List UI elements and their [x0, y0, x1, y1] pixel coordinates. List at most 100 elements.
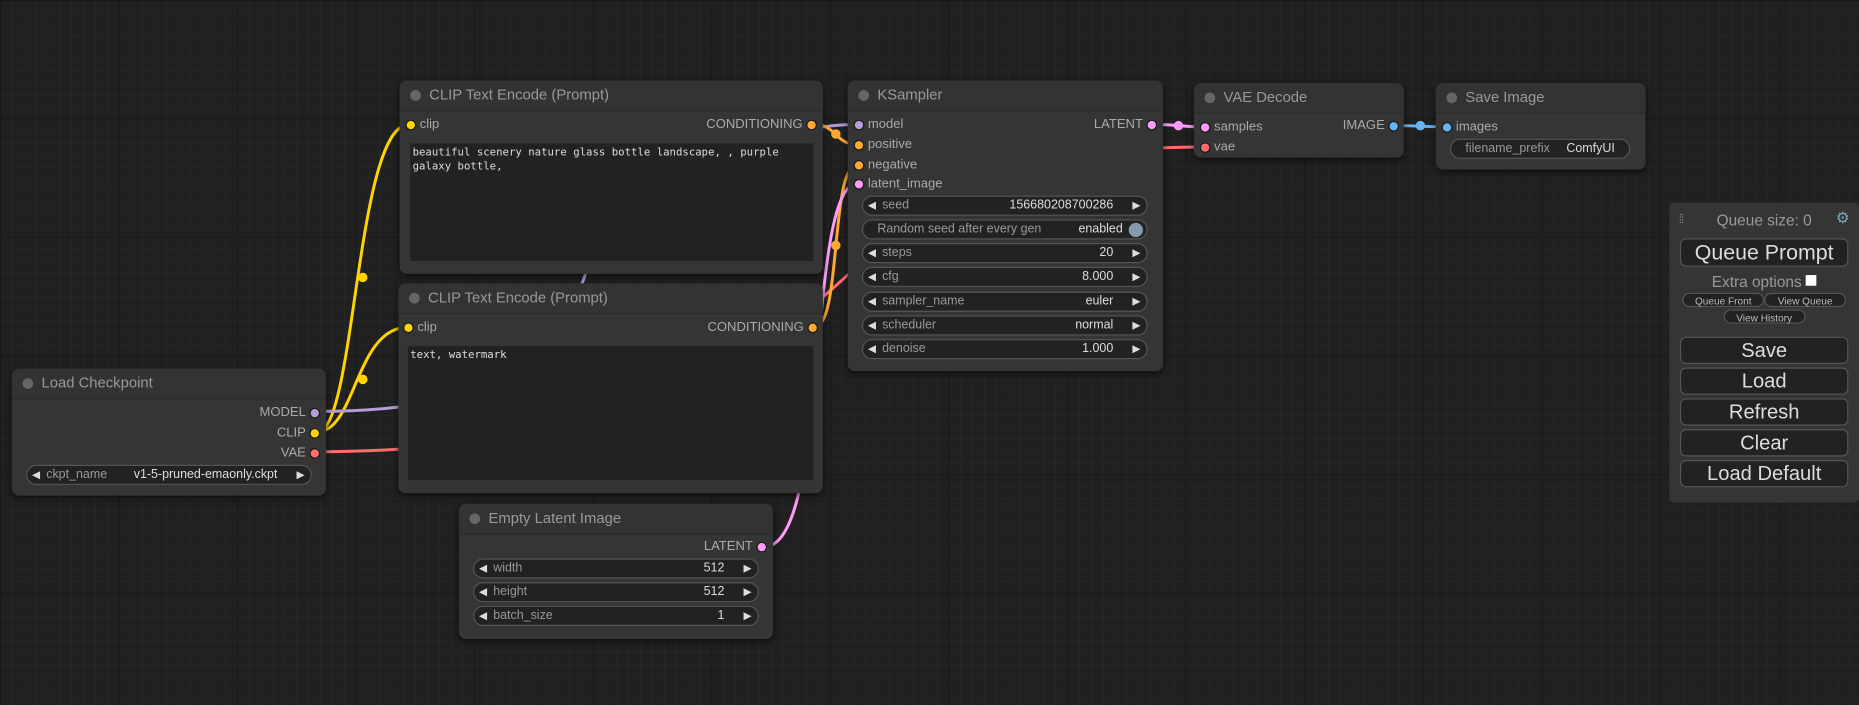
slot-label: CONDITIONING: [706, 117, 803, 132]
slot-dot[interactable]: [310, 408, 319, 417]
view-history-button[interactable]: View History: [1723, 309, 1806, 324]
sampler-name-widget[interactable]: ◀ sampler_name euler ▶: [861, 291, 1148, 312]
refresh-button[interactable]: Refresh: [1679, 398, 1849, 426]
drag-handle-icon[interactable]: ⁞⁞: [1678, 213, 1684, 227]
node-save-image[interactable]: Save Image images filename_prefix ComfyUI: [1435, 82, 1646, 170]
save-button[interactable]: Save: [1679, 336, 1849, 364]
extra-options-checkbox[interactable]: [1805, 275, 1817, 286]
arrow-left-icon[interactable]: ◀: [867, 246, 877, 259]
node-clip-text-encode-positive[interactable]: CLIP Text Encode (Prompt) clip CONDITION…: [399, 80, 823, 274]
input-images[interactable]: images: [1442, 119, 1498, 136]
output-model[interactable]: MODEL: [259, 404, 319, 421]
input-samples[interactable]: samples: [1201, 119, 1263, 136]
widget-value: 156680208700286: [1009, 197, 1114, 213]
prompt-textarea[interactable]: text, watermark: [407, 346, 814, 481]
output-clip[interactable]: CLIP: [276, 424, 319, 441]
output-latent[interactable]: LATENT: [704, 538, 766, 555]
slot-label: clip: [419, 117, 440, 132]
slot-label: CONDITIONING: [707, 320, 804, 335]
arrow-left-icon[interactable]: ◀: [867, 199, 877, 212]
seed-widget[interactable]: ◀ seed 156680208700286 ▶: [861, 195, 1148, 216]
node-load-checkpoint[interactable]: Load Checkpoint MODEL CLIP VAE ◀ ckpt_nam…: [11, 368, 327, 496]
input-latent-image[interactable]: latent_image: [854, 175, 943, 192]
input-clip[interactable]: clip: [406, 116, 440, 133]
slot-dot[interactable]: [310, 448, 319, 458]
slot-dot[interactable]: [1147, 120, 1156, 129]
settings-gear-icon[interactable]: ⚙: [1835, 208, 1850, 227]
arrow-right-icon[interactable]: ▶: [1132, 318, 1141, 331]
height-widget[interactable]: ◀ height 512 ▶: [473, 582, 759, 603]
arrow-right-icon[interactable]: ▶: [1132, 270, 1141, 283]
slot-dot[interactable]: [808, 323, 817, 332]
node-clip-text-encode-negative[interactable]: CLIP Text Encode (Prompt) clip CONDITION…: [398, 283, 823, 494]
node-ksampler[interactable]: KSampler model positive negative latent_…: [847, 80, 1164, 372]
slot-dot[interactable]: [854, 120, 864, 129]
slot-dot[interactable]: [1442, 122, 1452, 132]
prompt-textarea[interactable]: beautiful scenery nature glass bottle la…: [410, 143, 814, 261]
arrow-left-icon[interactable]: ◀: [867, 270, 877, 283]
queue-front-button[interactable]: Queue Front: [1682, 292, 1765, 308]
queue-prompt-button[interactable]: Queue Prompt: [1679, 238, 1849, 267]
scheduler-widget[interactable]: ◀ scheduler normal ▶: [861, 315, 1148, 336]
steps-widget[interactable]: ◀ steps 20 ▶: [861, 243, 1148, 264]
arrow-right-icon[interactable]: ▶: [296, 468, 305, 481]
arrow-left-icon[interactable]: ◀: [32, 468, 41, 481]
arrow-right-icon[interactable]: ▶: [743, 585, 752, 598]
node-empty-latent-image[interactable]: Empty Latent Image LATENT ◀ width 512 ▶ ◀ hei…: [458, 503, 774, 640]
slot-dot[interactable]: [807, 120, 816, 129]
slot-dot[interactable]: [1201, 122, 1210, 132]
load-default-button[interactable]: Load Default: [1679, 460, 1849, 488]
arrow-left-icon[interactable]: ◀: [867, 318, 877, 331]
slot-dot[interactable]: [854, 160, 864, 169]
toggle-knob-icon[interactable]: [1128, 222, 1143, 237]
arrow-right-icon[interactable]: ▶: [1132, 342, 1141, 355]
random-seed-toggle[interactable]: Random seed after every gen enabled: [861, 219, 1148, 240]
load-button[interactable]: Load: [1679, 367, 1849, 395]
input-clip[interactable]: clip: [404, 319, 437, 336]
slot-dot[interactable]: [757, 542, 766, 551]
input-model[interactable]: model: [854, 116, 903, 133]
arrow-left-icon[interactable]: ◀: [478, 609, 488, 622]
slot-label: samples: [1214, 119, 1263, 134]
batch-size-widget[interactable]: ◀ batch_size 1 ▶: [473, 605, 759, 626]
slot-dot[interactable]: [404, 323, 413, 332]
arrow-right-icon[interactable]: ▶: [1132, 294, 1141, 307]
input-vae[interactable]: vae: [1201, 139, 1235, 156]
denoise-widget[interactable]: ◀ denoise 1.000 ▶: [861, 339, 1148, 360]
filename-prefix-input[interactable]: filename_prefix ComfyUI: [1449, 138, 1631, 159]
output-image[interactable]: IMAGE: [1342, 117, 1398, 134]
arrow-right-icon[interactable]: ▶: [1132, 199, 1141, 212]
slot-dot[interactable]: [854, 179, 864, 188]
slot-dot[interactable]: [310, 428, 319, 437]
widget-value: enabled: [1078, 221, 1123, 236]
slot-dot[interactable]: [406, 120, 415, 129]
output-latent[interactable]: LATENT: [1094, 116, 1156, 133]
view-queue-button[interactable]: View Queue: [1764, 292, 1846, 308]
widget-value: v1-5-pruned-emaonly.ckpt: [133, 467, 278, 482]
slot-dot[interactable]: [1201, 142, 1210, 152]
output-conditioning[interactable]: CONDITIONING: [706, 116, 816, 133]
arrow-left-icon[interactable]: ◀: [478, 561, 488, 574]
arrow-left-icon[interactable]: ◀: [867, 294, 877, 307]
slot-label: IMAGE: [1342, 118, 1385, 133]
arrow-left-icon[interactable]: ◀: [867, 342, 877, 355]
clear-button[interactable]: Clear: [1679, 429, 1849, 457]
output-vae[interactable]: VAE: [281, 445, 319, 462]
ckpt-name-combo[interactable]: ◀ ckpt_name v1-5-pruned-emaonly.ckpt ▶: [26, 464, 312, 485]
slot-dot[interactable]: [1389, 121, 1398, 130]
input-negative[interactable]: negative: [854, 156, 917, 173]
arrow-right-icon[interactable]: ▶: [743, 561, 752, 574]
arrow-left-icon[interactable]: ◀: [478, 585, 488, 598]
slot-dot[interactable]: [854, 140, 864, 149]
input-positive[interactable]: positive: [854, 136, 913, 153]
output-conditioning[interactable]: CONDITIONING: [707, 319, 817, 336]
slot-label: CLIP: [276, 425, 306, 440]
widget-value: ComfyUI: [1566, 141, 1615, 156]
arrow-right-icon[interactable]: ▶: [1132, 246, 1141, 259]
node-vae-decode[interactable]: VAE Decode samples vae IMAGE: [1193, 82, 1404, 158]
width-widget[interactable]: ◀ width 512 ▶: [473, 558, 759, 579]
arrow-right-icon[interactable]: ▶: [743, 609, 752, 622]
cfg-widget[interactable]: ◀ cfg 8.000 ▶: [861, 267, 1148, 288]
slot-label: positive: [867, 137, 913, 152]
